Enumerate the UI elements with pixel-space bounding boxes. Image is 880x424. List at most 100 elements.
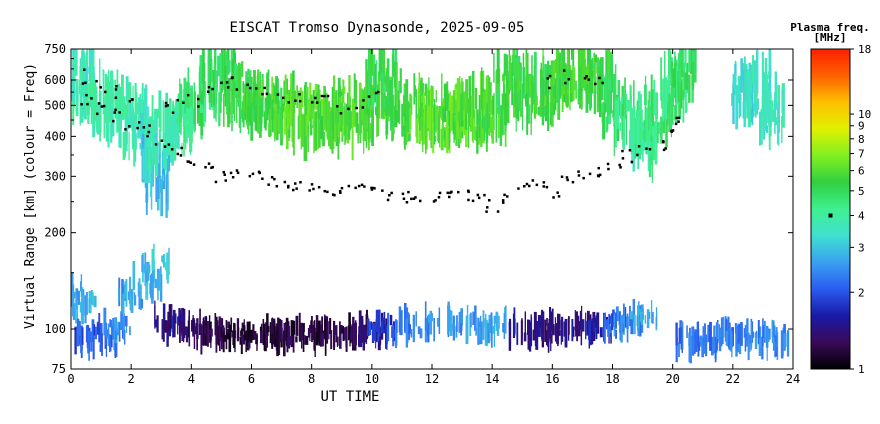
data-streak [430,86,434,103]
data-streak [376,99,378,137]
data-streak [458,126,462,144]
trace-point [261,177,264,180]
x-tick-label: 0 [67,372,74,386]
data-streak [162,100,165,142]
data-streak [143,104,145,133]
data-streak [232,49,236,74]
data-streak [649,99,651,127]
data-streak [99,108,101,142]
data-streak [68,293,69,309]
data-streak [424,122,427,139]
data-streak [389,314,393,326]
data-streak [639,315,642,336]
data-streak [629,100,632,135]
series-f-region [71,49,785,218]
data-streak [644,315,646,324]
data-streak [673,63,676,70]
data-streak [199,55,203,98]
trace-point [160,139,164,142]
data-streak [561,316,564,342]
trace-point [560,175,564,178]
data-streak [417,326,421,335]
trace-point [338,190,342,193]
trace-point-upper [567,78,571,81]
data-streak [643,120,646,127]
trace-point [637,145,641,148]
data-streak [128,102,131,128]
data-streak [534,66,536,100]
data-streak [114,317,118,343]
data-streak [208,322,212,343]
trace-point [323,189,326,193]
data-streak [114,333,117,358]
data-streak [649,107,653,122]
data-streak [682,49,684,70]
data-streak [497,101,500,138]
trace-point [662,140,665,144]
data-streak [183,109,185,157]
data-streak [233,81,237,90]
x-tick-label: 16 [545,372,559,386]
data-streak [604,75,607,104]
data-streak [304,93,307,116]
data-streak [738,82,740,119]
x-tick-label: 10 [365,372,379,386]
trace-point [370,188,374,191]
trace-point [292,188,295,192]
data-streak [665,118,668,148]
data-streak [316,108,319,150]
data-streak [686,325,688,338]
data-streak [196,94,200,124]
data-streak [607,89,610,116]
data-streak [345,115,348,140]
data-streak [644,75,647,122]
data-streak [75,49,78,76]
data-streak [543,95,547,105]
data-streak [87,345,90,354]
data-streak [242,98,245,128]
data-streak [732,73,735,88]
data-streak [259,326,262,334]
data-streak [592,331,595,341]
trace-point [467,198,470,202]
data-streak [396,320,398,333]
data-streak [157,272,159,301]
trace-point-upper [326,94,330,98]
data-streak [369,123,372,140]
data-streak [271,333,274,349]
data-streak [427,329,429,337]
data-streak [239,337,242,345]
data-streak [576,330,578,342]
plot-data-layer [68,49,790,364]
data-streak [486,103,489,143]
data-streak [460,308,463,326]
trace-point [224,179,227,182]
data-streak [407,108,411,134]
data-streak [535,321,539,350]
data-streak [293,114,295,156]
data-streak [155,177,158,202]
data-streak [173,122,176,141]
data-streak [775,117,779,126]
data-streak [304,81,307,104]
data-streak [475,316,477,336]
data-streak [90,49,93,76]
data-streak [172,309,176,332]
data-streak [366,100,368,115]
data-streak [226,332,229,339]
data-streak [91,292,94,306]
trace-point [85,93,88,97]
data-streak [124,315,128,327]
data-streak [354,79,358,109]
data-streak [135,133,137,150]
data-streak [264,322,267,335]
data-streak [762,325,766,339]
data-streak [728,334,731,350]
trace-point [275,185,279,188]
data-streak [290,320,294,348]
data-streak [753,68,756,108]
data-streak [165,157,168,205]
data-streak [630,314,634,335]
trace-point [588,172,592,176]
trace-point [118,111,121,114]
